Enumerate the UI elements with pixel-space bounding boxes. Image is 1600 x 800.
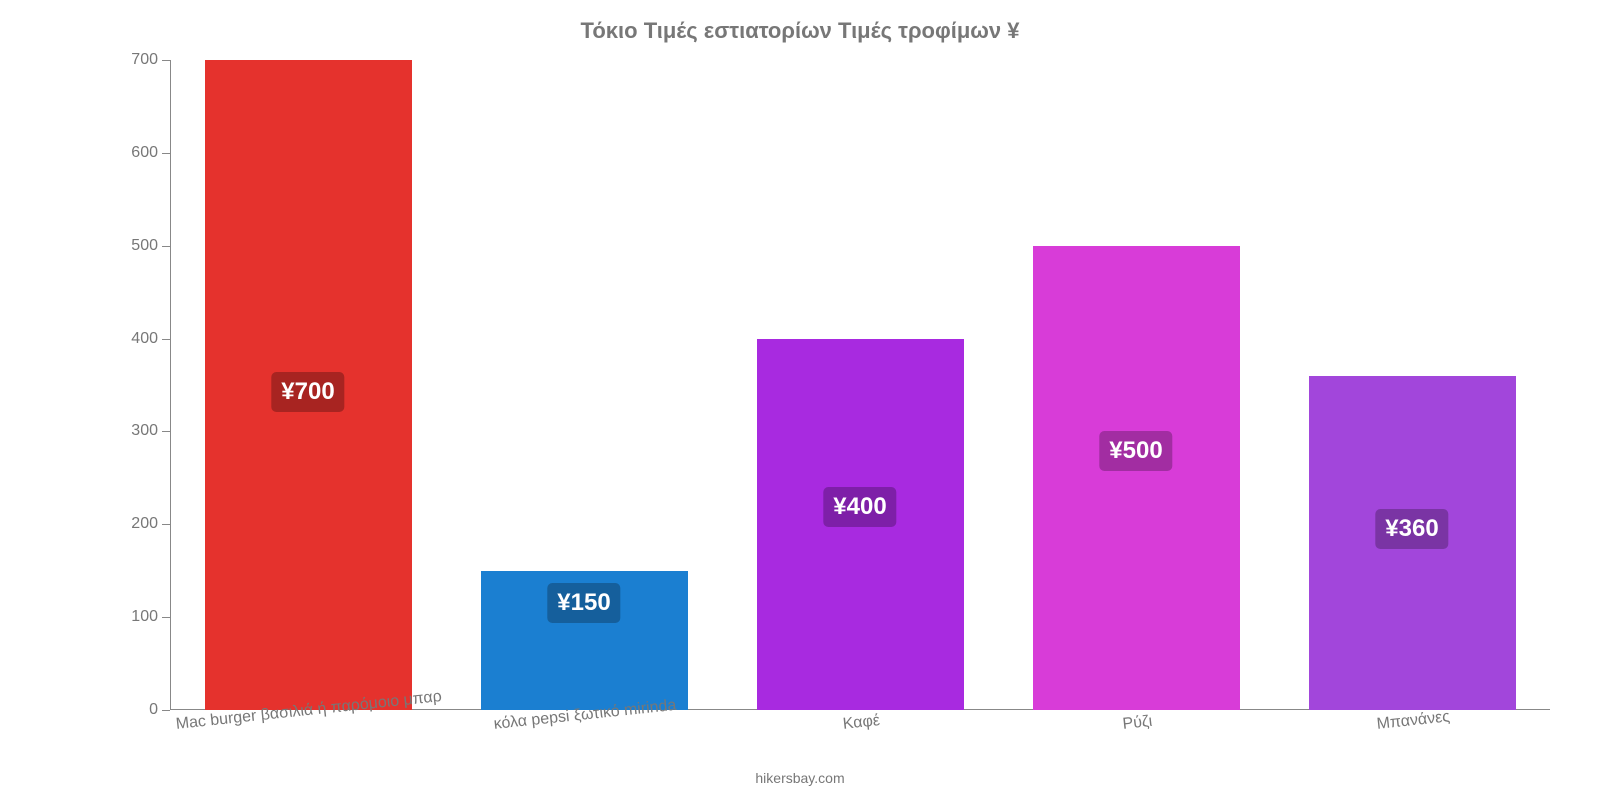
plot-area: 0100200300400500600700¥700Mac burger βασ… [170,60,1550,710]
y-tick-mark [162,524,170,525]
chart-title: Τόκιο Τιμές εστιατορίων Τιμές τροφίμων ¥ [0,18,1600,44]
bar-value-badge: ¥700 [271,372,344,412]
y-tick-mark [162,246,170,247]
y-tick-mark [162,60,170,61]
bar-value-badge: ¥150 [547,583,620,623]
bar-value-badge: ¥400 [823,487,896,527]
y-axis-line [170,60,171,710]
y-tick-mark [162,617,170,618]
y-tick-mark [162,431,170,432]
credit-text: hikersbay.com [0,770,1600,786]
bar-value-badge: ¥500 [1099,431,1172,471]
bar [1033,246,1240,710]
x-tick-label: Καφέ [841,706,881,734]
x-tick-label: Ρύζι [1121,707,1153,734]
y-tick-mark [162,339,170,340]
y-tick-mark [162,153,170,154]
y-tick-mark [162,710,170,711]
bar-value-badge: ¥360 [1375,509,1448,549]
price-bar-chart: Τόκιο Τιμές εστιατορίων Τιμές τροφίμων ¥… [0,0,1600,800]
